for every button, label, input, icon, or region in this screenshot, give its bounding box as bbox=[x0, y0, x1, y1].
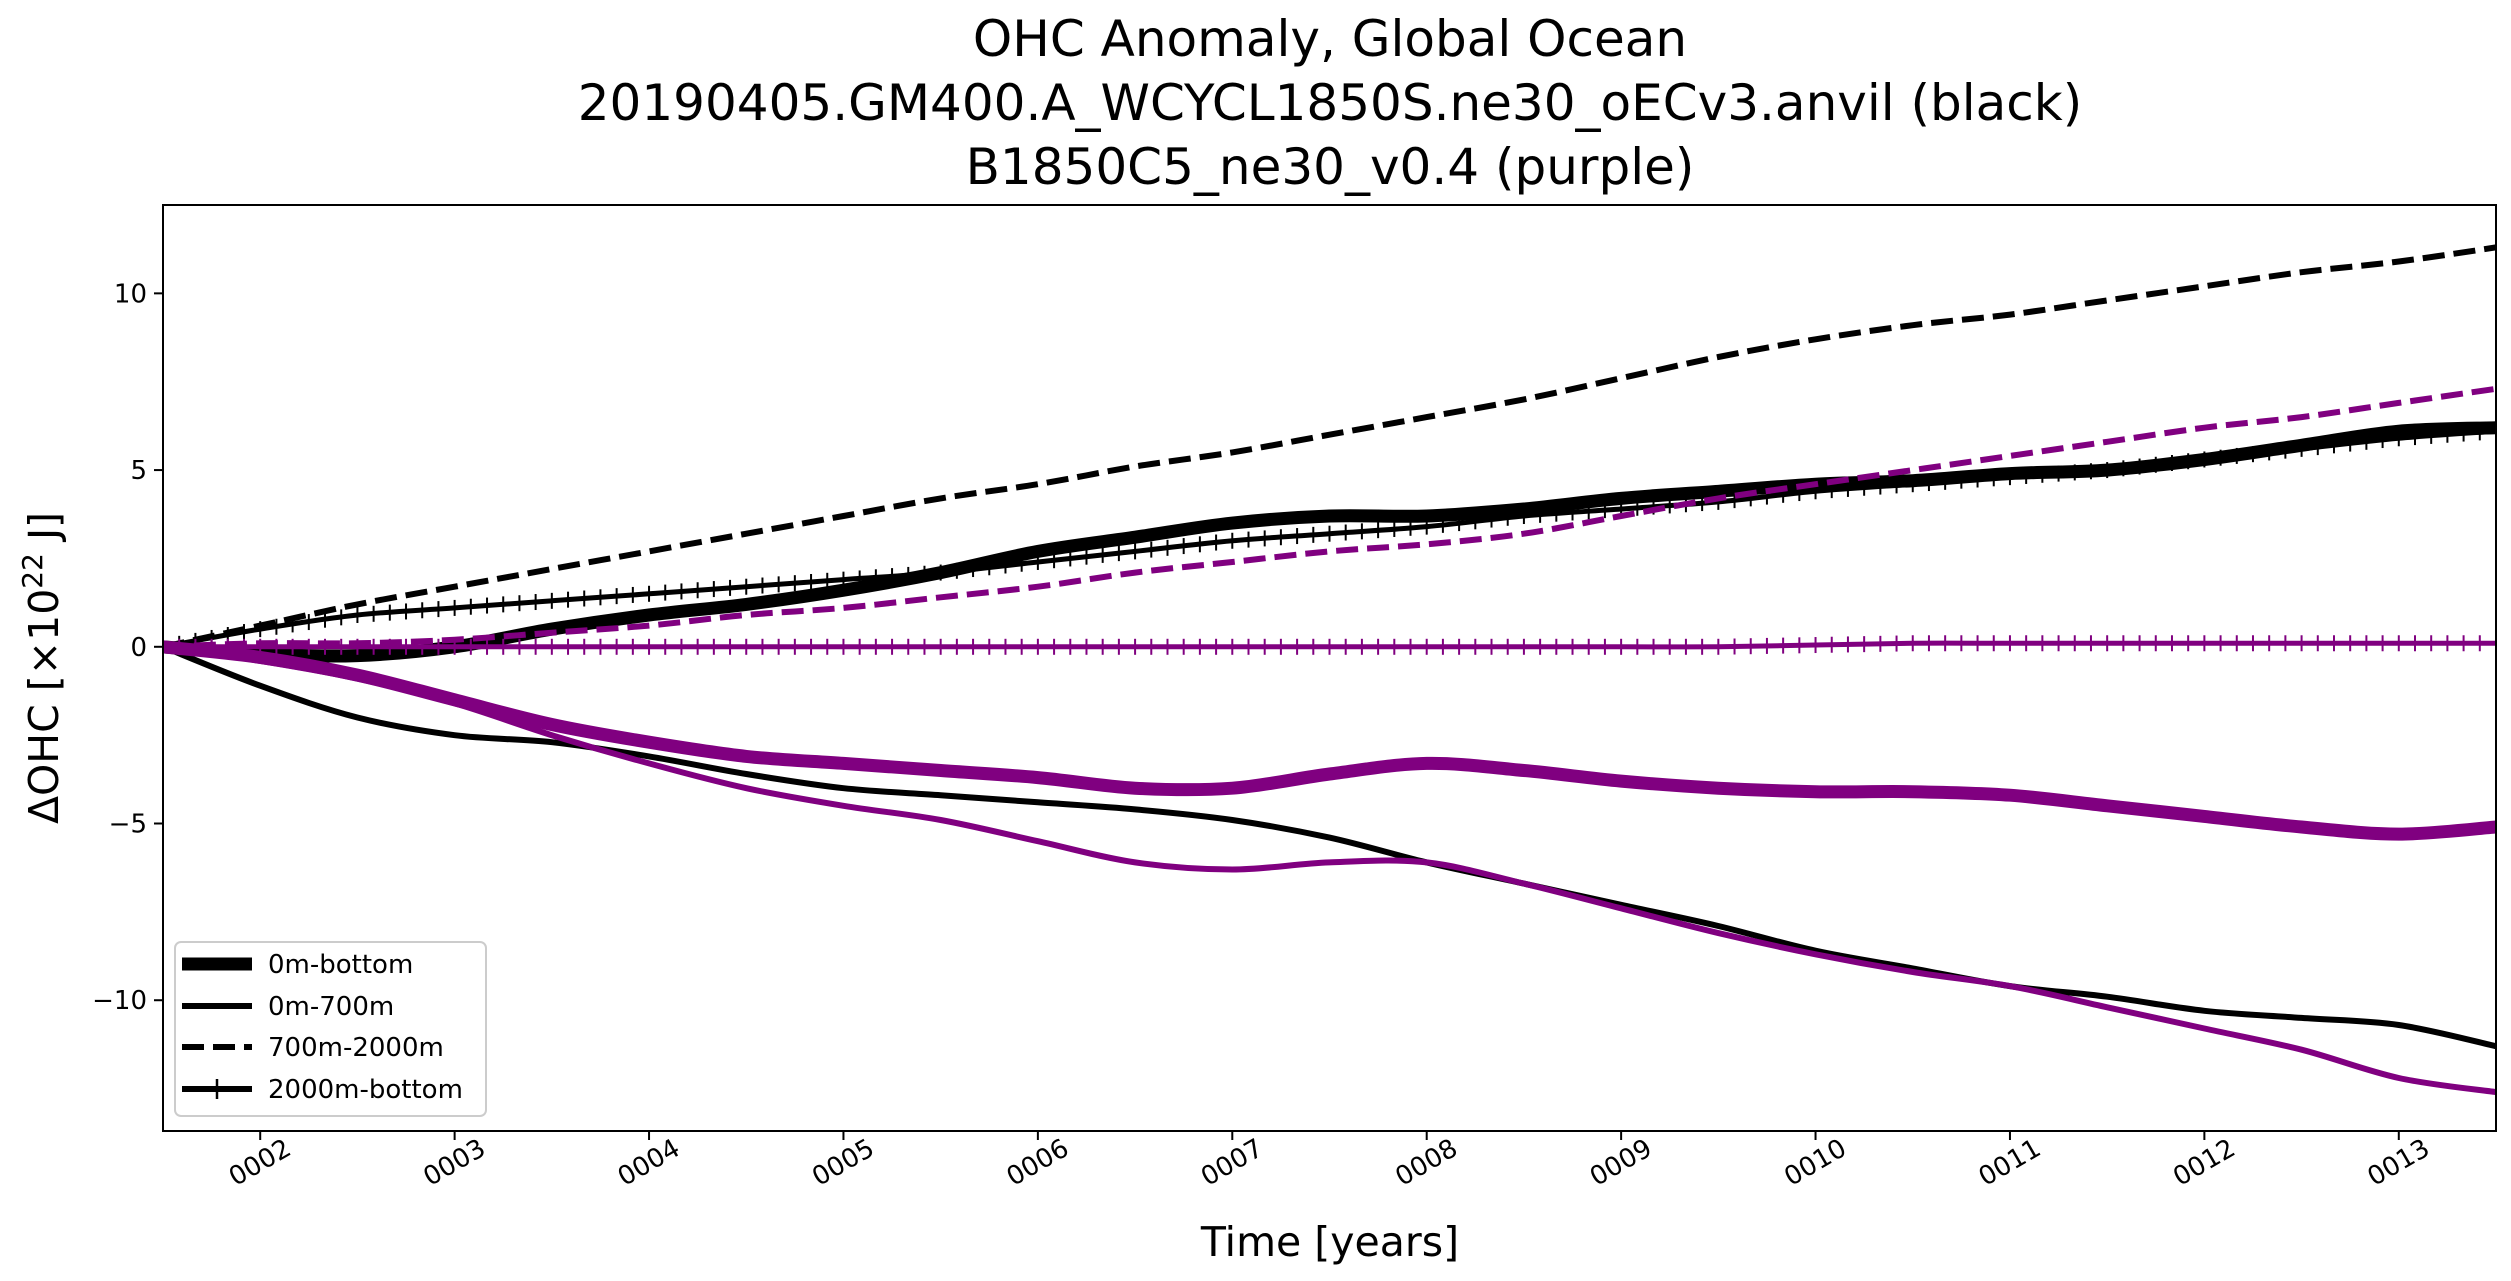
chart-title-line-1: OHC Anomaly, Global Ocean bbox=[973, 10, 1687, 68]
x-axis-label: Time [years] bbox=[1200, 1218, 1459, 1266]
chart-title-line-3: B1850C5_ne30_v0.4 (purple) bbox=[966, 138, 1695, 196]
y-axis-label-prefix: ΔOHC [×10 bbox=[20, 589, 68, 824]
y-axis-label: ΔOHC [×1022 J] bbox=[16, 512, 68, 824]
y-axis-label-suffix: J] bbox=[20, 512, 68, 553]
y-axis-label-exponent: 22 bbox=[16, 553, 49, 589]
series-line-700m-2000m-black bbox=[163, 244, 2496, 650]
series-line-0m-700m-purple bbox=[163, 643, 2496, 1096]
series-layer bbox=[163, 244, 2496, 1096]
chart-title-line-2: 20190405.GM400.A_WCYCL1850S.ne30_oECv3.a… bbox=[578, 74, 2083, 132]
series-line-700m-2000m-purple bbox=[163, 385, 2496, 650]
y-tick-label: −10 bbox=[92, 986, 147, 1016]
series-line-0m-700m-black bbox=[163, 644, 2496, 1050]
y-axis: 10 5 0 −5 −10 bbox=[92, 279, 163, 1016]
y-tick-label: −5 bbox=[109, 810, 147, 840]
legend-label-700m-2000m: 700m-2000m bbox=[268, 1033, 444, 1063]
y-tick-label: 0 bbox=[130, 633, 147, 663]
y-tick-label: 5 bbox=[130, 456, 147, 486]
y-tick-label: 10 bbox=[114, 279, 147, 309]
plot-frame bbox=[162, 204, 2497, 1132]
legend-label-0m-700m: 0m-700m bbox=[268, 992, 394, 1022]
legend-label-0m-bottom: 0m-bottom bbox=[268, 950, 413, 980]
legend-label-2000m-bottom: 2000m-bottom bbox=[268, 1075, 463, 1105]
series-line-0m-bottom-purple bbox=[163, 640, 2496, 841]
legend: 0m-bottom 0m-700m 700m-2000m 2000m-botto… bbox=[174, 941, 487, 1117]
legend-box bbox=[174, 941, 487, 1117]
